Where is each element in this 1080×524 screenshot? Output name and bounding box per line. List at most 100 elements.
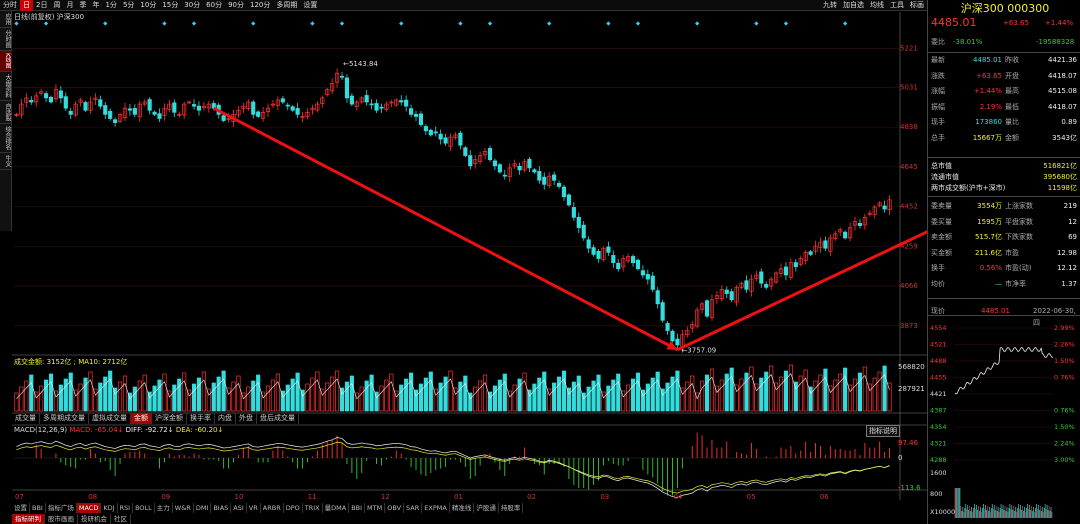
- period-tab-6[interactable]: 年: [92, 0, 100, 9]
- trade-cell-4-2: 市盈(动): [1005, 264, 1032, 272]
- bottom-tab-21[interactable]: EXPMA: [422, 503, 450, 513]
- toolbar-action-4[interactable]: 标画: [910, 0, 924, 9]
- indicator-tab-1[interactable]: 多周期成交量: [40, 413, 89, 424]
- bottom-tab-15[interactable]: TRIX: [303, 503, 323, 513]
- period-tab-2[interactable]: 2日: [36, 0, 48, 9]
- bottom-tab-23[interactable]: 沪股通: [474, 503, 499, 513]
- bottom-tab-3[interactable]: MACD: [76, 503, 102, 513]
- bottom-tab-14[interactable]: DPO: [284, 503, 303, 513]
- left-nav-item-2[interactable]: K线图: [0, 51, 12, 72]
- volume-bar: [774, 382, 779, 412]
- intraday-mini-chart[interactable]: 4554 2.99% 4521 2.26% 4488 1.50% 4455 0.76% 4421…: [928, 318, 1080, 524]
- indicator-help-button[interactable]: 指标说明: [866, 425, 900, 437]
- candle-body: [468, 155, 473, 167]
- bottom-tab-8[interactable]: W&R: [173, 503, 194, 513]
- indicator-tab-0[interactable]: 成交量: [12, 413, 40, 424]
- volume-bar: [611, 379, 616, 412]
- bottom-tab-4[interactable]: KDJ: [101, 503, 118, 513]
- period-tab-10[interactable]: 15分: [162, 0, 179, 9]
- bottom-tab-24[interactable]: 持股率: [499, 503, 524, 513]
- bottom-tab-17[interactable]: BBI: [349, 503, 366, 513]
- bottom-tab-2[interactable]: 指标广场: [46, 503, 77, 513]
- volume-bar: [596, 374, 601, 412]
- bottom-tab-5[interactable]: RSI: [118, 503, 134, 513]
- candle-body: [798, 258, 803, 265]
- toolbar-action-0[interactable]: 九转: [823, 0, 837, 9]
- volume-bar: [256, 374, 261, 412]
- period-tab-15[interactable]: 多周期: [276, 0, 298, 9]
- volume-bar: [734, 384, 739, 412]
- candle-body: [709, 299, 715, 318]
- period-tab-8[interactable]: 5分: [122, 0, 135, 9]
- bottom-tab-16[interactable]: 量DMA: [323, 503, 350, 513]
- bottom-tab-22[interactable]: 精准线: [450, 503, 475, 513]
- toolbar-action-2[interactable]: 均线: [870, 0, 884, 9]
- bottom-tab-6[interactable]: BOLL: [133, 503, 155, 513]
- period-tab-3[interactable]: 周: [53, 0, 61, 9]
- period-tab-12[interactable]: 60分: [206, 0, 223, 9]
- left-nav-item-4[interactable]: 自选股: [0, 101, 12, 124]
- bottom-tab-11[interactable]: ASI: [231, 503, 247, 513]
- low-annotation: ←3757.09: [681, 347, 716, 355]
- indicator-tab-3[interactable]: 金额: [131, 413, 152, 424]
- period-tab-5[interactable]: 季: [79, 0, 87, 9]
- diff-line: [16, 437, 890, 498]
- volume-bar: [561, 370, 567, 412]
- volume-bar: [680, 387, 685, 412]
- indicator-tab-8[interactable]: 盘后成交量: [257, 413, 299, 424]
- period-tab-14[interactable]: 120分: [250, 0, 271, 9]
- indicator-tab-2[interactable]: 虚拟成交量: [89, 413, 131, 424]
- price-tick: 5221: [900, 44, 918, 52]
- mini-tick-right: 0.76%: [1054, 374, 1075, 382]
- period-tab-13[interactable]: 90分: [228, 0, 245, 9]
- bottom-tab-10[interactable]: BIAS: [211, 503, 232, 513]
- bottom-tab-1[interactable]: BBI: [30, 503, 46, 513]
- candle-body: [877, 202, 882, 207]
- quote-row-2: 涨幅 +1.44% 最高 4515.08: [931, 85, 1079, 97]
- left-nav-item-6[interactable]: 牛叉: [0, 153, 12, 170]
- toolbar-action-3[interactable]: 工具: [890, 0, 904, 9]
- candle-body: [497, 164, 502, 173]
- panel-divider: [928, 52, 1080, 53]
- left-nav-item-0[interactable]: 应用: [0, 11, 12, 28]
- function-tab-1[interactable]: 股市画画: [45, 514, 78, 524]
- trade-cell-1-1: 1595万: [977, 217, 1002, 226]
- function-tab-0[interactable]: 指标研判: [12, 514, 45, 524]
- volume-bar: [68, 372, 73, 412]
- indicator-tab-4[interactable]: 沪深金额: [152, 413, 187, 424]
- indicator-tab-6[interactable]: 内盘: [215, 413, 236, 424]
- bottom-tab-0[interactable]: 设置: [12, 503, 30, 513]
- bottom-tab-20[interactable]: SAR: [404, 503, 423, 513]
- bottom-tab-9[interactable]: DMI: [194, 503, 212, 513]
- bottom-tab-12[interactable]: VR: [247, 503, 261, 513]
- period-tab-7[interactable]: 1分: [105, 0, 117, 9]
- candle-body: [58, 90, 63, 99]
- left-nav-item-5[interactable]: 综合排名: [0, 124, 12, 153]
- panel-divider: [928, 315, 1080, 316]
- function-tab-3[interactable]: 社区: [111, 514, 131, 524]
- left-nav-item-3[interactable]: 大盘资料: [0, 72, 12, 101]
- kline-chart[interactable]: 5221 5031 4838 4645 4452 4259 4066 3873 ←5143.84…: [0, 0, 927, 524]
- period-tab-9[interactable]: 10分: [140, 0, 157, 9]
- trade-row-1: 委买量 1595万 平盘家数 12: [931, 216, 1079, 228]
- bottom-tab-13[interactable]: ARBR: [261, 503, 284, 513]
- bottom-tab-19[interactable]: OBV: [385, 503, 405, 513]
- indicator-tab-7[interactable]: 外盘: [236, 413, 257, 424]
- signal-marker: [399, 21, 404, 26]
- bottom-tab-7[interactable]: 主力: [155, 503, 173, 513]
- signal-marker: [547, 21, 552, 26]
- left-nav-item-1[interactable]: 分时图: [0, 28, 12, 51]
- function-tab-2[interactable]: 投研机会: [78, 514, 111, 524]
- period-tab-4[interactable]: 月: [66, 0, 74, 9]
- period-tab-11[interactable]: 30分: [184, 0, 201, 9]
- volume-bar: [754, 383, 759, 412]
- period-tab-16[interactable]: 设置: [303, 0, 318, 9]
- period-tab-0[interactable]: 分时: [3, 0, 17, 9]
- period-tab-1[interactable]: 日: [20, 0, 33, 11]
- indicator-tab-5[interactable]: 换手率: [187, 413, 215, 424]
- mini-vol-tick: X10000: [930, 508, 955, 516]
- candle-body: [320, 97, 325, 104]
- bottom-tab-18[interactable]: MTM: [365, 503, 386, 513]
- toolbar-action-1[interactable]: 加自选: [843, 0, 864, 9]
- trade-cell-0-2: 上涨家数: [1005, 202, 1033, 210]
